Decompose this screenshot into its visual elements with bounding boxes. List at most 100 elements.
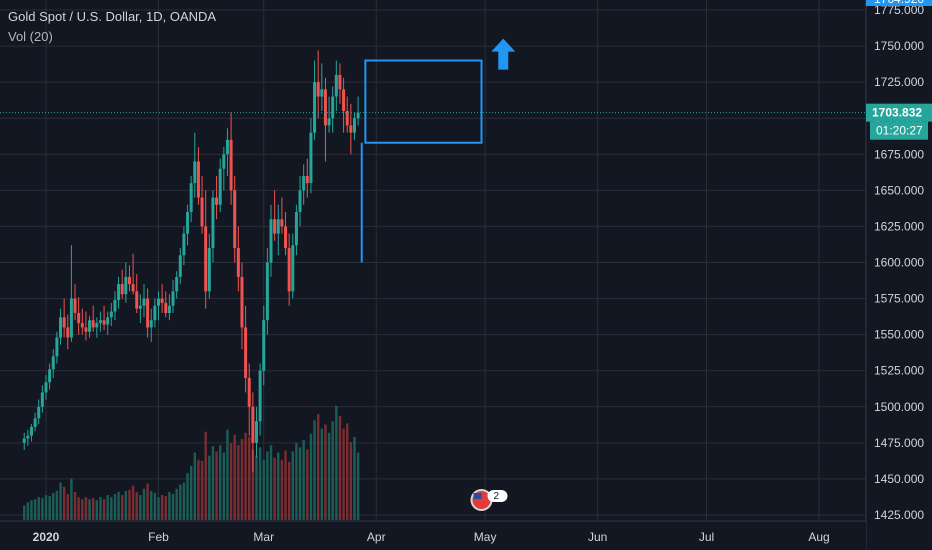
candle [62, 298, 66, 338]
top-price-tag-label: 1764.920 [874, 0, 924, 6]
volume-bar [222, 452, 226, 520]
event-badge-count: 2 [493, 491, 499, 502]
price-tick-label: 1500.000 [874, 400, 924, 414]
symbol-title[interactable]: Gold Spot / U.S. Dollar, 1D, OANDA [8, 9, 217, 24]
top-price-tag [866, 0, 932, 6]
candle [113, 291, 117, 321]
candle-body [175, 276, 179, 292]
volume-bar [66, 494, 69, 520]
countdown-label: 01:20:27 [876, 124, 923, 138]
candle-body [236, 248, 240, 277]
candle [316, 50, 320, 119]
candle-body [244, 327, 248, 378]
volume-bar [106, 495, 109, 520]
candle [215, 175, 219, 220]
volume-bar [48, 496, 51, 520]
candle-body [280, 219, 284, 227]
candle [95, 317, 99, 338]
volume-bar [99, 497, 102, 520]
candle-body [269, 219, 273, 263]
candle-body [196, 161, 200, 198]
volume-bar [262, 459, 265, 520]
volume-bar [153, 493, 157, 520]
candle-body [48, 369, 52, 383]
volume-bar [44, 495, 48, 520]
candle [37, 399, 41, 425]
price-axis: 1425.000 1450.000 1475.000 1500.000 1525.000… [865, 0, 932, 550]
price-tick-label: 1600.000 [874, 256, 924, 270]
volume-bar [182, 482, 186, 520]
candle [29, 424, 33, 442]
candle-body [207, 248, 211, 292]
candle-body [178, 255, 182, 277]
volume-bar [164, 496, 167, 520]
candle [334, 60, 338, 111]
candle-body [37, 406, 41, 419]
volume-bar [81, 499, 84, 520]
volume-bar [77, 497, 80, 520]
volume-indicator-label[interactable]: Vol (20) [8, 29, 53, 44]
volume-bar [324, 424, 327, 520]
candle [48, 363, 52, 390]
candle-body [233, 190, 237, 249]
time-tick-label: Jun [588, 530, 607, 544]
candle [88, 315, 92, 338]
volume-bar [168, 491, 171, 520]
candle-body [44, 382, 48, 393]
candle-body [320, 89, 324, 97]
candle [247, 363, 251, 436]
candle [102, 305, 106, 331]
candle-body [182, 233, 186, 256]
volume-bar [258, 447, 262, 520]
candle-body [29, 426, 33, 436]
candle-body [102, 320, 106, 325]
candle [305, 158, 309, 198]
candle-body [124, 276, 128, 295]
candle-body [88, 320, 92, 332]
candle [251, 392, 255, 472]
candle [280, 197, 284, 234]
candle-body [138, 305, 142, 309]
candle [244, 305, 248, 393]
candle-body [95, 323, 99, 328]
candle-body [73, 298, 77, 313]
price-tick-label: 1775.000 [874, 3, 924, 17]
price-tick-label: 1550.000 [874, 328, 924, 342]
candle [160, 284, 164, 313]
candle [178, 248, 182, 285]
candle [236, 226, 240, 292]
candle [233, 175, 237, 263]
volume-bar [124, 490, 128, 520]
volume-bar [266, 451, 269, 520]
candle [131, 253, 135, 295]
candle-body [200, 197, 204, 227]
candle-body [157, 298, 161, 306]
candle [298, 175, 302, 227]
volume-bar [135, 491, 138, 520]
price-tick-label: 1650.000 [874, 183, 924, 197]
volume-bar [23, 505, 26, 520]
volume-bar [128, 489, 131, 520]
candle-body [251, 406, 255, 443]
volume-bar [295, 443, 298, 520]
volume-bar [237, 445, 240, 520]
candle [276, 204, 280, 256]
volume-bar [309, 433, 313, 520]
volume-bar [157, 497, 160, 520]
candle-body [117, 284, 121, 301]
volume-bar [88, 499, 91, 520]
candle [313, 60, 317, 140]
candle [204, 190, 208, 309]
candle [262, 305, 266, 386]
candle [240, 262, 244, 350]
candle [309, 118, 313, 194]
volume-bar [91, 498, 95, 520]
volume-bar [102, 499, 106, 520]
candle [222, 147, 226, 191]
volume-bar [284, 450, 287, 520]
candle [265, 248, 269, 335]
candle-body [109, 311, 113, 318]
volume-bar [131, 485, 135, 520]
